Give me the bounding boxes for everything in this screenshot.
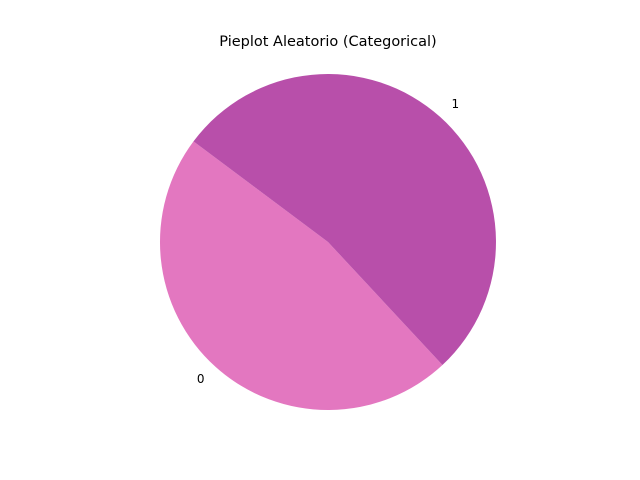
- pie-slice-0: [159, 141, 443, 411]
- slice-label-0: 0: [197, 372, 205, 386]
- pie-slice-1: [193, 74, 496, 365]
- slice-label-1: 1: [451, 97, 459, 111]
- chart-title: Pieplot Aleatorio (Categorical): [219, 34, 437, 50]
